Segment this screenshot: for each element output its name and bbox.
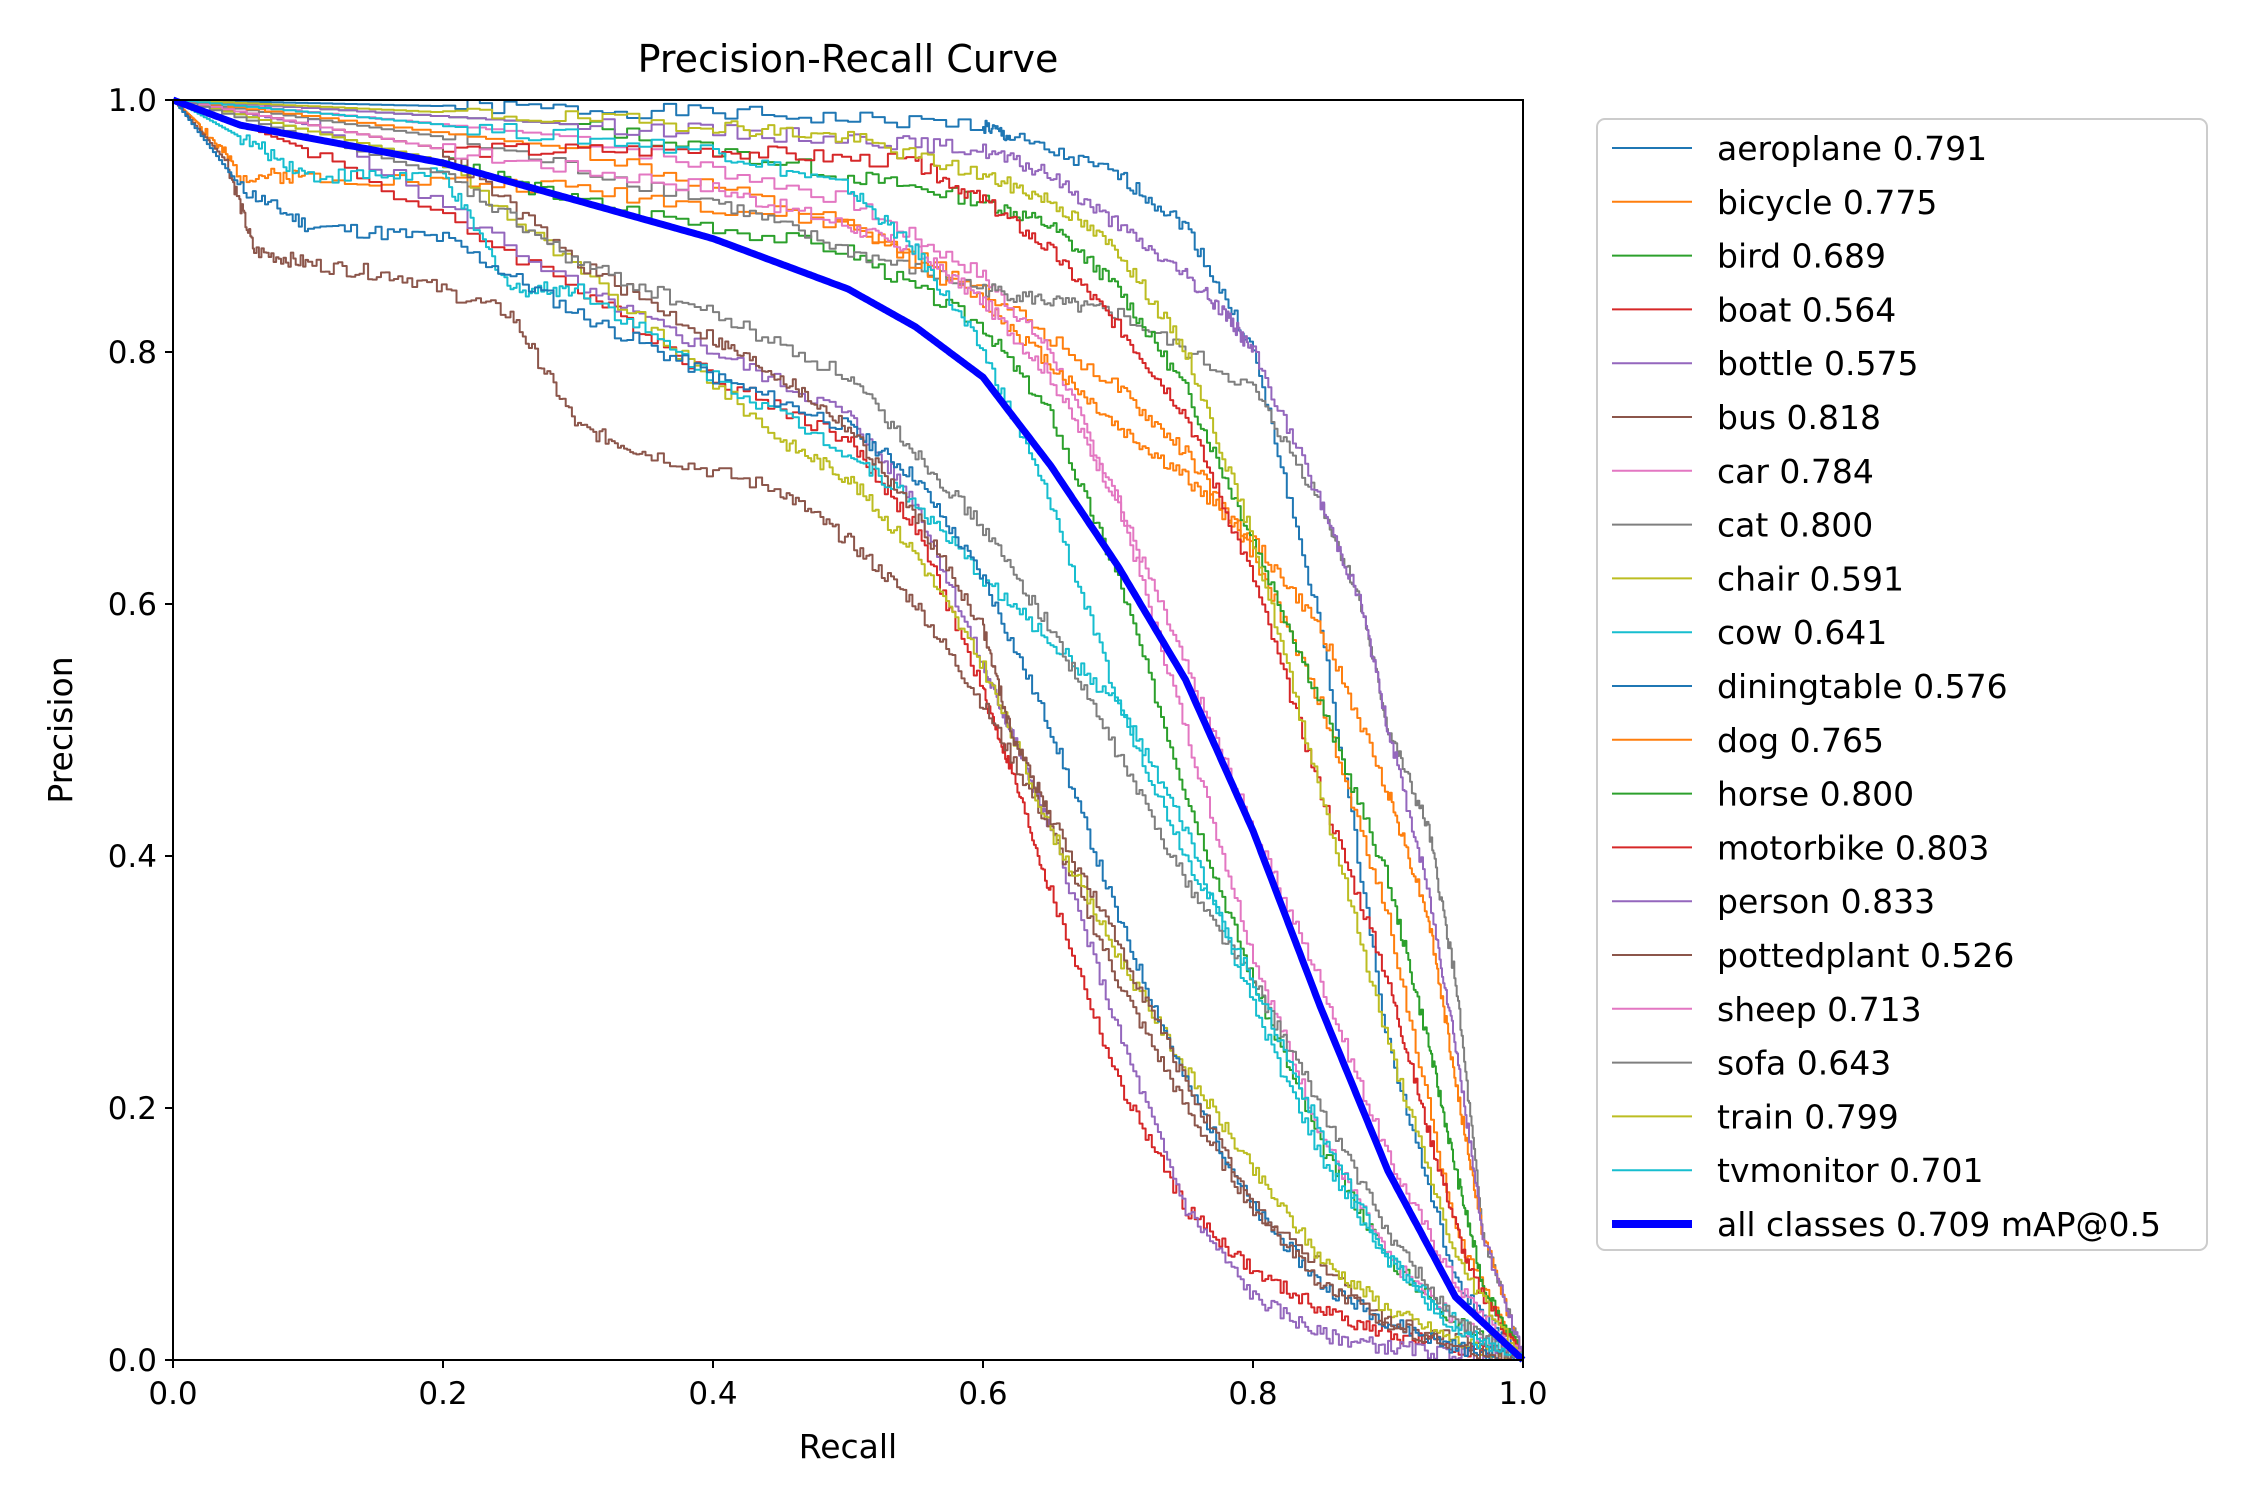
series-line-16: [173, 99, 1524, 1360]
series-line-15: [173, 99, 1524, 1361]
series-line-13: [173, 99, 1523, 1361]
plot-area-curves: [171, 96, 1526, 1363]
legend-label: chair 0.591: [1717, 559, 1904, 598]
x-tick-label: 0.0: [148, 1376, 197, 1412]
series-line-18: [173, 99, 1523, 1361]
legend-label: bicycle 0.775: [1717, 183, 1937, 222]
x-tick-label: 1.0: [1498, 1376, 1547, 1412]
legend-label: train 0.799: [1717, 1097, 1899, 1136]
legend-label: horse 0.800: [1717, 775, 1914, 814]
series-line-3: [173, 99, 1523, 1361]
legend-label: sofa 0.643: [1717, 1044, 1891, 1083]
legend-label: bottle 0.575: [1717, 344, 1918, 383]
legend-label: cat 0.800: [1717, 506, 1873, 545]
legend-label: cow 0.641: [1717, 613, 1887, 652]
legend-label: bird 0.689: [1717, 237, 1886, 276]
y-tick-label: 0.4: [108, 839, 157, 875]
series-line-0: [173, 99, 1524, 1360]
x-tick-label: 0.4: [688, 1376, 737, 1412]
y-tick-label: 1.0: [108, 83, 157, 119]
legend-label: bus 0.818: [1717, 398, 1881, 437]
y-axis-title: Precision: [41, 656, 80, 803]
series-line-12: [173, 99, 1524, 1361]
x-tick-label: 0.2: [418, 1376, 467, 1412]
y-axis-ticks: 0.0 0.2 0.4 0.6 0.8 1.0: [108, 83, 173, 1379]
legend-label: person 0.833: [1717, 882, 1935, 921]
x-tick-label: 0.8: [1228, 1376, 1277, 1412]
series-line-5: [173, 99, 1523, 1361]
series-line-20: [171, 96, 1526, 1363]
series-line-11: [173, 99, 1524, 1360]
legend-label: tvmonitor 0.701: [1717, 1151, 1984, 1190]
y-tick-label: 0.2: [108, 1091, 157, 1127]
series-line-14: [173, 99, 1524, 1360]
x-axis-ticks: 0.0 0.2 0.4 0.6 0.8 1.0: [148, 1360, 1548, 1412]
x-tick-label: 0.6: [958, 1376, 1007, 1412]
legend-label: sheep 0.713: [1717, 990, 1922, 1029]
legend-label: pottedplant 0.526: [1717, 936, 2014, 975]
y-tick-label: 0.6: [108, 587, 157, 623]
legend-box: [1596, 118, 2208, 1251]
legend: aeroplane 0.791 bicycle 0.775 bird 0.689 bo…: [1596, 118, 2208, 1251]
series-line-1: [173, 99, 1524, 1360]
legend-label: aeroplane 0.791: [1717, 129, 1987, 168]
legend-label: motorbike 0.803: [1717, 828, 1989, 867]
series-line-19: [173, 99, 1524, 1360]
legend-label: diningtable 0.576: [1717, 667, 2008, 706]
x-axis-title: Recall: [799, 1427, 897, 1466]
legend-label: boat 0.564: [1717, 290, 1896, 329]
y-tick-label: 0.0: [108, 1343, 157, 1379]
legend-items: aeroplane 0.791 bicycle 0.775 bird 0.689 bo…: [1612, 129, 2161, 1244]
series-line-17: [173, 99, 1524, 1360]
plot-frame: [172, 99, 1524, 1361]
chart-title: Precision-Recall Curve: [638, 37, 1059, 81]
y-tick-label: 0.8: [108, 335, 157, 371]
series-line-7: [173, 99, 1524, 1360]
series-line-9: [173, 99, 1523, 1361]
legend-label: dog 0.765: [1717, 721, 1884, 760]
legend-label: all classes 0.709 mAP@0.5: [1717, 1205, 2161, 1244]
legend-label: car 0.784: [1717, 452, 1874, 491]
